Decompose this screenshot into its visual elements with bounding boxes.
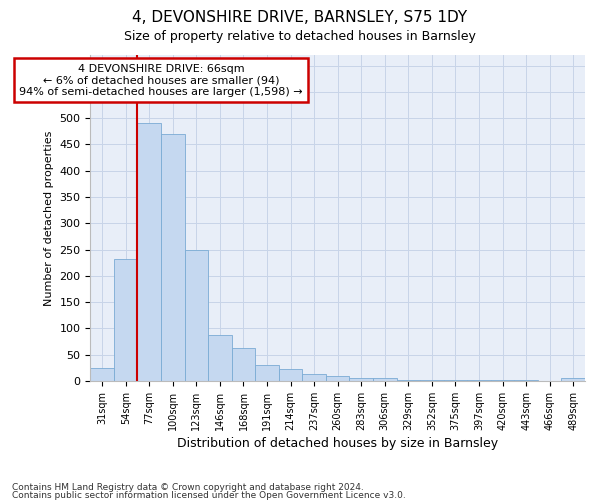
Bar bbox=[420, 380, 443, 381]
Bar bbox=[302, 374, 326, 381]
Bar bbox=[91, 368, 114, 381]
Text: 4, DEVONSHIRE DRIVE, BARNSLEY, S75 1DY: 4, DEVONSHIRE DRIVE, BARNSLEY, S75 1DY bbox=[133, 10, 467, 25]
Bar bbox=[397, 380, 420, 381]
Text: 4 DEVONSHIRE DRIVE: 66sqm
← 6% of detached houses are smaller (94)
94% of semi-d: 4 DEVONSHIRE DRIVE: 66sqm ← 6% of detach… bbox=[19, 64, 303, 97]
Bar bbox=[161, 134, 185, 381]
Bar bbox=[232, 348, 255, 381]
Bar bbox=[185, 250, 208, 381]
Bar bbox=[349, 378, 373, 381]
Bar bbox=[279, 369, 302, 381]
Bar bbox=[255, 365, 279, 381]
Bar bbox=[326, 376, 349, 381]
Bar bbox=[562, 378, 585, 381]
Bar bbox=[443, 380, 467, 381]
Bar bbox=[514, 380, 538, 381]
Text: Size of property relative to detached houses in Barnsley: Size of property relative to detached ho… bbox=[124, 30, 476, 43]
X-axis label: Distribution of detached houses by size in Barnsley: Distribution of detached houses by size … bbox=[177, 437, 498, 450]
Text: Contains public sector information licensed under the Open Government Licence v3: Contains public sector information licen… bbox=[12, 490, 406, 500]
Bar bbox=[208, 334, 232, 381]
Bar bbox=[467, 380, 491, 381]
Bar bbox=[373, 378, 397, 381]
Bar bbox=[137, 124, 161, 381]
Text: Contains HM Land Registry data © Crown copyright and database right 2024.: Contains HM Land Registry data © Crown c… bbox=[12, 484, 364, 492]
Bar bbox=[491, 380, 514, 381]
Bar bbox=[114, 259, 137, 381]
Y-axis label: Number of detached properties: Number of detached properties bbox=[44, 130, 54, 306]
